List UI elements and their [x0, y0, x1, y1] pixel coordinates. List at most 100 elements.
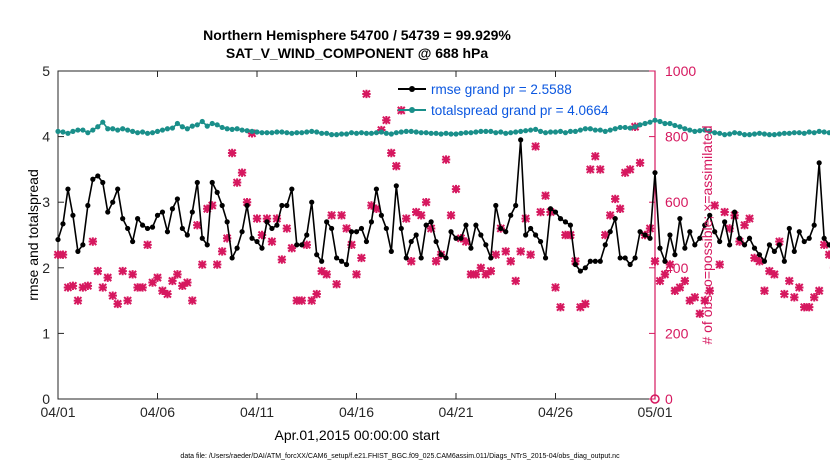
x-tick-label: 04/11 — [240, 404, 274, 420]
series-point — [562, 219, 569, 225]
series-point — [567, 222, 574, 228]
obs-point — [466, 270, 476, 279]
obs-point — [491, 250, 501, 259]
series-point — [528, 225, 534, 232]
series-point — [259, 245, 265, 251]
footer-data-file: data file: /Users/raeder/DAI/ATM_forcXX/… — [180, 453, 620, 460]
x-tick-label: 04/16 — [339, 404, 374, 420]
legend-spread-marker — [409, 107, 415, 113]
series-point — [224, 126, 230, 132]
series-point — [627, 261, 633, 268]
series-point — [199, 235, 205, 241]
series-point — [592, 258, 598, 264]
series-point — [55, 128, 61, 134]
series-point — [144, 130, 151, 136]
series-point — [637, 229, 643, 235]
series-point — [154, 128, 161, 134]
obs-point — [511, 276, 520, 286]
series-point — [806, 235, 812, 241]
series-point — [518, 137, 524, 143]
series-point — [612, 126, 618, 132]
obs-point — [367, 201, 376, 210]
obs-point — [441, 155, 451, 164]
obs-point — [516, 247, 525, 256]
series-point — [732, 209, 738, 215]
series-point — [383, 225, 389, 232]
series-point — [269, 225, 275, 232]
y-right-tick-label: 600 — [665, 194, 689, 210]
series-point — [513, 129, 519, 135]
series-point — [55, 236, 61, 243]
obs-point — [257, 230, 267, 240]
series-point — [334, 132, 340, 138]
obs-point — [198, 260, 207, 269]
series-point — [567, 128, 574, 134]
series-point — [269, 130, 275, 136]
obs-point — [307, 296, 316, 305]
series-point — [473, 129, 479, 135]
obs-point — [173, 270, 182, 279]
obs-point — [665, 260, 675, 269]
series-point — [110, 126, 116, 132]
obs-point — [521, 214, 530, 223]
obs-point — [526, 250, 535, 259]
series-point — [244, 128, 250, 134]
series-point — [786, 130, 792, 136]
obs-point — [770, 270, 779, 279]
obs-point — [287, 243, 297, 253]
obs-point — [710, 201, 719, 210]
obs-point — [272, 214, 282, 223]
obs-point — [760, 286, 769, 295]
series-point — [309, 199, 315, 205]
series-point — [816, 160, 822, 166]
obs-point — [347, 240, 356, 250]
series-point — [483, 242, 489, 248]
obs-point — [800, 302, 809, 312]
obs-point — [242, 197, 252, 207]
series-point — [413, 232, 419, 238]
series-point — [393, 183, 399, 189]
series-point — [602, 242, 608, 248]
series-point — [189, 209, 195, 215]
obs-point — [83, 281, 93, 291]
obs-point — [262, 214, 272, 223]
obs-point — [790, 293, 799, 302]
series-point — [179, 225, 185, 232]
obs-point — [317, 266, 326, 276]
series-point — [343, 131, 350, 137]
series-point — [667, 120, 673, 127]
series-point — [692, 242, 698, 248]
series-point — [622, 255, 628, 261]
series-point — [717, 238, 723, 245]
series-point — [324, 130, 330, 136]
series-point — [100, 119, 106, 125]
series-point — [100, 179, 106, 186]
series-point — [518, 128, 524, 134]
series-point — [677, 216, 683, 222]
obs-point — [620, 168, 630, 177]
series-point — [508, 130, 514, 136]
obs-point — [153, 273, 162, 282]
obs-point — [655, 276, 665, 286]
obs-point — [188, 296, 197, 305]
obs-point — [277, 255, 287, 264]
obs-point — [103, 273, 112, 282]
series-point — [125, 225, 131, 232]
series-point — [458, 130, 464, 136]
y-left-tick-label: 1 — [42, 325, 50, 341]
series-point — [741, 242, 748, 248]
obs-point — [292, 296, 302, 305]
series-point — [433, 130, 439, 136]
series-point — [438, 131, 444, 137]
series-point — [697, 128, 703, 134]
series-point — [229, 126, 235, 132]
obs-point — [695, 309, 704, 318]
series-point — [194, 179, 200, 186]
series-point — [806, 129, 812, 135]
obs-point — [551, 283, 560, 292]
obs-point — [421, 197, 431, 207]
obs-point — [322, 270, 331, 279]
obs-point — [780, 289, 789, 299]
obs-point — [610, 194, 620, 204]
